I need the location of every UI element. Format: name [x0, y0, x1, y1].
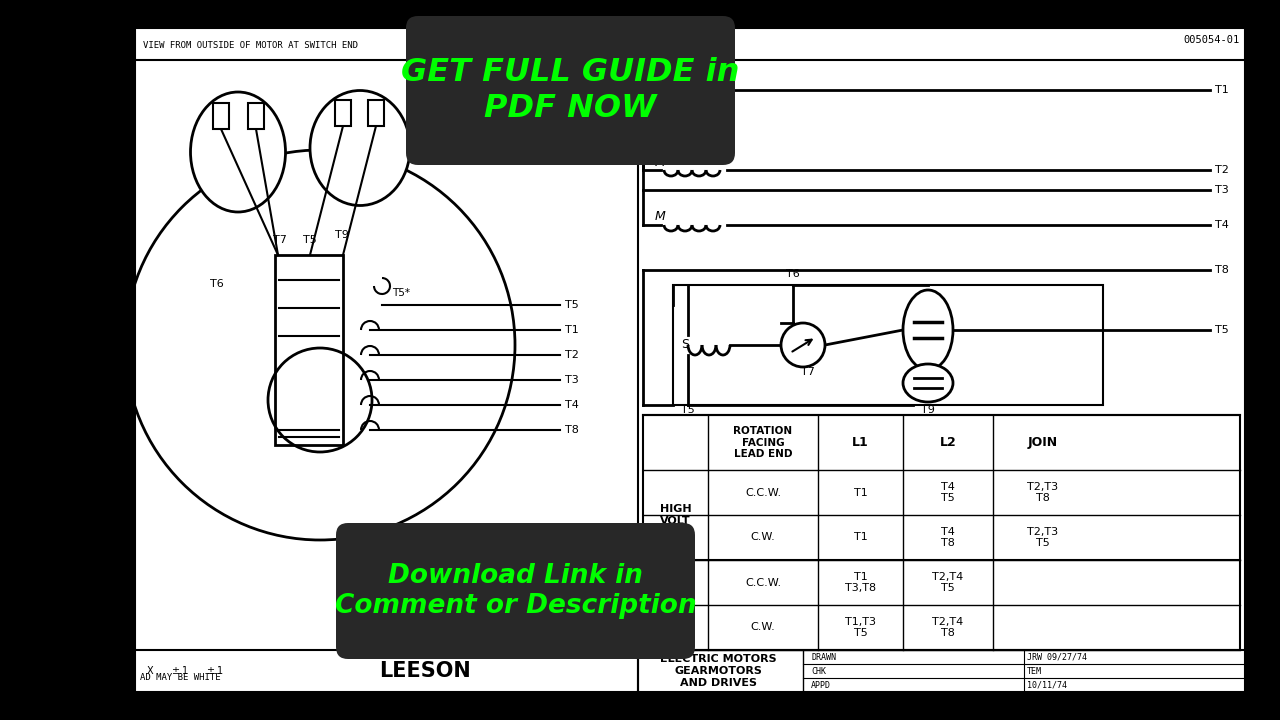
- Text: T4
T5: T4 T5: [941, 482, 955, 503]
- Text: T8: T8: [1215, 265, 1229, 275]
- Text: T1: T1: [854, 533, 868, 542]
- Text: S: S: [681, 338, 689, 351]
- Text: JOIN: JOIN: [1028, 436, 1059, 449]
- Text: C.W.: C.W.: [750, 533, 776, 542]
- Text: T6: T6: [786, 269, 800, 279]
- Text: T1
T3,T8: T1 T3,T8: [845, 572, 876, 593]
- Text: T2: T2: [564, 350, 579, 360]
- Text: JRW 09/27/74: JRW 09/27/74: [1027, 652, 1087, 662]
- Bar: [134, 28, 1245, 692]
- Text: LINE  LEADS: LINE LEADS: [653, 40, 736, 53]
- Text: T4: T4: [564, 400, 579, 410]
- Bar: [275, 255, 343, 445]
- Bar: [248, 103, 264, 129]
- Ellipse shape: [191, 92, 285, 212]
- Text: M: M: [655, 210, 666, 223]
- Ellipse shape: [310, 91, 410, 205]
- Text: X: X: [147, 666, 154, 676]
- Text: 10/11/74: 10/11/74: [1027, 680, 1068, 690]
- Text: GET FULL GUIDE in
PDF NOW: GET FULL GUIDE in PDF NOW: [402, 57, 740, 124]
- Text: T5: T5: [564, 300, 579, 310]
- Text: T1: T1: [854, 487, 868, 498]
- Text: Download Link in
Comment or Description: Download Link in Comment or Description: [334, 563, 696, 619]
- Bar: [643, 415, 1240, 650]
- Text: L2: L2: [940, 436, 956, 449]
- Text: T2,T4
T8: T2,T4 T8: [932, 617, 964, 639]
- Text: T5: T5: [681, 405, 695, 415]
- Text: T2,T4
T5: T2,T4 T5: [932, 572, 964, 593]
- Text: T6: T6: [210, 279, 224, 289]
- Bar: [335, 100, 351, 126]
- Text: M: M: [655, 156, 666, 168]
- Bar: [212, 103, 229, 129]
- Text: APPD: APPD: [812, 680, 831, 690]
- Text: T5*: T5*: [392, 288, 410, 298]
- Text: ROTATION
FACING
LEAD END: ROTATION FACING LEAD END: [733, 426, 792, 459]
- Text: CHK: CHK: [812, 667, 826, 675]
- Text: T2: T2: [1215, 165, 1229, 175]
- Text: 005054-01: 005054-01: [1184, 35, 1240, 45]
- Text: T1: T1: [1215, 85, 1229, 95]
- Text: C.W.: C.W.: [750, 623, 776, 632]
- FancyBboxPatch shape: [335, 523, 695, 659]
- Ellipse shape: [902, 364, 954, 402]
- Text: C.C.W.: C.C.W.: [745, 577, 781, 588]
- Text: DRAWN: DRAWN: [812, 652, 836, 662]
- Text: L1: L1: [852, 436, 869, 449]
- Bar: [673, 285, 1103, 405]
- Bar: [369, 100, 384, 126]
- FancyBboxPatch shape: [406, 16, 735, 165]
- Circle shape: [781, 323, 826, 367]
- Text: T9: T9: [335, 230, 349, 240]
- Text: T7: T7: [801, 367, 815, 377]
- Text: ELECTRIC MOTORS
GEARMOTORS
AND DRIVES: ELECTRIC MOTORS GEARMOTORS AND DRIVES: [659, 654, 776, 688]
- Text: T8: T8: [564, 425, 579, 435]
- Ellipse shape: [902, 290, 954, 370]
- Text: HIGH
VOLT: HIGH VOLT: [659, 504, 691, 526]
- Text: T2,T3
T5: T2,T3 T5: [1028, 527, 1059, 549]
- Text: LOW
VOLT: LOW VOLT: [660, 594, 691, 616]
- Text: T5: T5: [1215, 325, 1229, 335]
- Text: LEESON: LEESON: [379, 661, 471, 681]
- Text: T2,T3
T8: T2,T3 T8: [1028, 482, 1059, 503]
- Text: T4: T4: [1215, 220, 1229, 230]
- Text: ±.1: ±.1: [172, 666, 188, 676]
- Text: T7: T7: [273, 235, 287, 245]
- Text: T3: T3: [1215, 185, 1229, 195]
- Text: T9: T9: [922, 405, 934, 415]
- Text: T1,T3
T5: T1,T3 T5: [845, 617, 876, 639]
- Text: TEM: TEM: [1027, 667, 1042, 675]
- Text: T1: T1: [564, 325, 579, 335]
- Text: VIEW FROM OUTSIDE OF MOTOR AT SWITCH END: VIEW FROM OUTSIDE OF MOTOR AT SWITCH END: [143, 42, 358, 50]
- Text: T5: T5: [303, 235, 317, 245]
- Text: C.C.W.: C.C.W.: [745, 487, 781, 498]
- Text: T4
T8: T4 T8: [941, 527, 955, 549]
- Text: ±.1: ±.1: [206, 666, 224, 676]
- Text: T3: T3: [564, 375, 579, 385]
- Text: AD MAY BE WHITE: AD MAY BE WHITE: [140, 673, 220, 682]
